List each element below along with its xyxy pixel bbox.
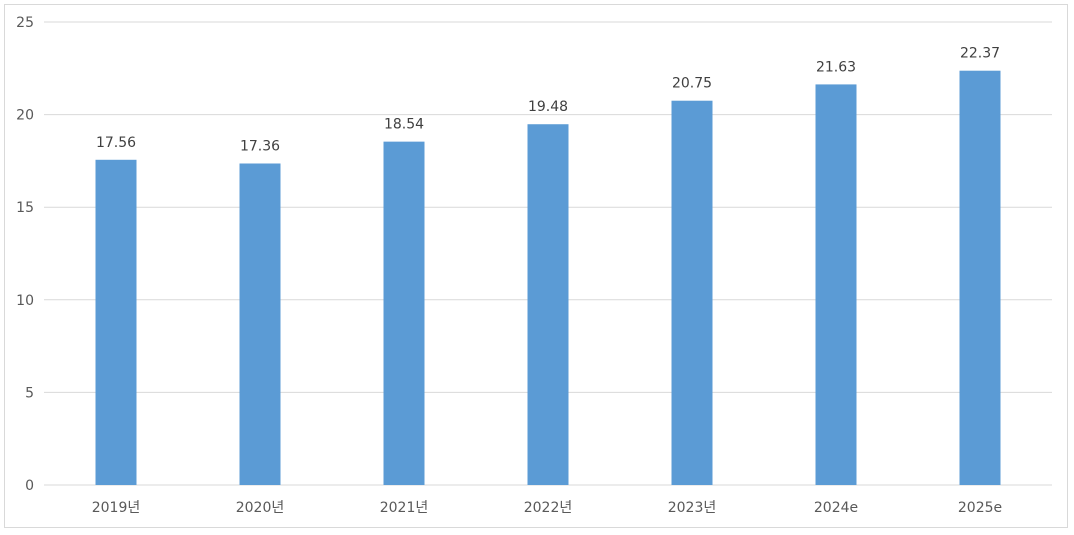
y-tick-label: 25 [16,15,34,31]
bar [671,100,713,486]
bar [959,70,1001,485]
x-tick-label: 2024e [814,500,858,516]
x-tick-label: 2025e [958,500,1002,516]
x-tick-label: 2023년 [668,500,717,516]
bar [95,159,137,485]
bar [815,84,857,485]
data-label: 19.48 [528,99,568,115]
x-tick-label: 2022년 [524,500,573,516]
bar [527,124,569,485]
x-tick-label: 2020년 [236,500,285,516]
x-tick-label: 2019년 [92,500,141,516]
gridlines [44,21,1052,486]
y-tick-label: 15 [16,200,34,216]
bar [239,163,281,485]
y-tick-label: 20 [16,108,34,124]
data-label: 22.37 [960,46,1000,62]
bar [383,141,425,485]
y-tick-label: 10 [16,293,34,309]
x-tick-label: 2021년 [380,500,429,516]
bars [95,70,1001,486]
data-label: 21.63 [816,59,856,75]
data-label: 17.36 [240,138,280,154]
y-tick-label: 0 [25,478,34,494]
data-labels: 17.56 17.36 18.54 19.48 20.75 21.63 22.37 [96,46,1000,155]
data-label: 20.75 [672,76,712,92]
y-tick-label: 5 [25,385,34,401]
data-label: 17.56 [96,135,136,151]
data-label: 18.54 [384,117,424,133]
y-axis-ticks: 0 5 10 15 20 25 [16,15,34,494]
x-axis-ticks: 2019년 2020년 2021년 2022년 2023년 2024e 2025e [92,500,1002,516]
